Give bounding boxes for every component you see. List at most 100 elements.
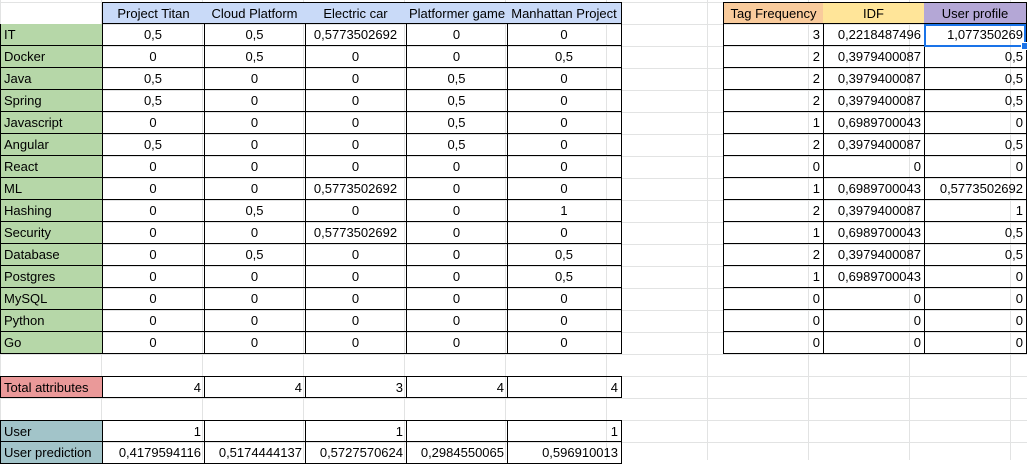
tag-frequency-cell[interactable]: 3 <box>723 24 824 46</box>
matrix-value-cell[interactable]: 0 <box>102 244 205 266</box>
fill-handle[interactable] <box>1021 42 1027 50</box>
user-value-cell[interactable]: 1 <box>507 420 622 442</box>
matrix-value-cell[interactable]: 0 <box>507 112 622 134</box>
matrix-value-cell[interactable]: 0,5 <box>406 134 508 156</box>
matrix-value-cell[interactable]: 0 <box>406 332 508 354</box>
matrix-value-cell[interactable]: 0 <box>102 112 205 134</box>
tag-label-cell[interactable]: Spring <box>0 90 103 112</box>
matrix-value-cell[interactable]: 0,5773502692 <box>305 222 407 244</box>
column-header-cell[interactable]: Project Titan <box>102 2 205 24</box>
user-profile-cell[interactable]: 0 <box>924 112 1027 134</box>
total-attributes-cell[interactable]: 3 <box>305 376 407 398</box>
matrix-value-cell[interactable]: 0 <box>305 90 407 112</box>
matrix-value-cell[interactable]: 0 <box>305 244 407 266</box>
tag-frequency-cell[interactable]: 2 <box>723 68 824 90</box>
matrix-value-cell[interactable]: 0,5 <box>204 24 306 46</box>
matrix-value-cell[interactable]: 0 <box>406 222 508 244</box>
tag-frequency-cell[interactable]: 1 <box>723 112 824 134</box>
total-attributes-cell[interactable]: 4 <box>507 376 622 398</box>
user-profile-cell[interactable]: 0 <box>924 332 1027 354</box>
matrix-value-cell[interactable]: 0 <box>204 288 306 310</box>
matrix-value-cell[interactable]: 0,5 <box>102 134 205 156</box>
idf-header[interactable]: IDF <box>823 2 925 24</box>
total-attributes-label[interactable]: Total attributes <box>0 376 103 398</box>
matrix-value-cell[interactable]: 0,5773502692 <box>305 24 407 46</box>
tag-frequency-cell[interactable]: 2 <box>723 134 824 156</box>
matrix-value-cell[interactable]: 0 <box>204 156 306 178</box>
matrix-value-cell[interactable]: 0,5773502692 <box>305 178 407 200</box>
tag-label-cell[interactable]: Docker <box>0 46 103 68</box>
user-profile-cell[interactable]: 0 <box>924 266 1027 288</box>
tag-label-cell[interactable]: Security <box>0 222 103 244</box>
matrix-value-cell[interactable]: 0 <box>102 178 205 200</box>
matrix-value-cell[interactable]: 0 <box>102 332 205 354</box>
user-profile-cell[interactable]: 0,5 <box>924 222 1027 244</box>
user-profile-cell[interactable]: 0,5 <box>924 68 1027 90</box>
tag-label-cell[interactable]: Go <box>0 332 103 354</box>
matrix-value-cell[interactable]: 0 <box>406 266 508 288</box>
tag-label-cell[interactable]: Angular <box>0 134 103 156</box>
user-value-cell[interactable] <box>406 420 508 442</box>
matrix-value-cell[interactable]: 0,5 <box>102 24 205 46</box>
matrix-value-cell[interactable]: 0 <box>406 156 508 178</box>
tag-frequency-cell[interactable]: 2 <box>723 200 824 222</box>
matrix-value-cell[interactable]: 0 <box>507 178 622 200</box>
tag-label-cell[interactable]: IT <box>0 24 103 46</box>
column-header-cell[interactable]: Platformer game <box>406 2 508 24</box>
matrix-value-cell[interactable]: 0 <box>305 266 407 288</box>
matrix-value-cell[interactable]: 0 <box>507 68 622 90</box>
matrix-value-cell[interactable]: 0 <box>406 310 508 332</box>
tag-frequency-cell[interactable]: 0 <box>723 310 824 332</box>
matrix-value-cell[interactable]: 0,5 <box>507 46 622 68</box>
matrix-value-cell[interactable]: 0 <box>406 178 508 200</box>
matrix-value-cell[interactable]: 0 <box>204 332 306 354</box>
idf-cell[interactable]: 0 <box>823 332 925 354</box>
matrix-value-cell[interactable]: 1 <box>507 200 622 222</box>
total-attributes-cell[interactable]: 4 <box>406 376 508 398</box>
user-prediction-cell[interactable]: 0,4179594116 <box>102 442 205 464</box>
matrix-value-cell[interactable]: 0 <box>102 266 205 288</box>
matrix-value-cell[interactable]: 0 <box>507 288 622 310</box>
matrix-value-cell[interactable]: 0 <box>406 46 508 68</box>
idf-cell[interactable]: 0 <box>823 288 925 310</box>
user-profile-cell[interactable]: 1 <box>924 200 1027 222</box>
tag-frequency-cell[interactable]: 1 <box>723 178 824 200</box>
idf-cell[interactable]: 0,3979400087 <box>823 90 925 112</box>
user-label[interactable]: User <box>0 420 103 442</box>
matrix-value-cell[interactable]: 0 <box>102 288 205 310</box>
matrix-value-cell[interactable]: 0,5 <box>204 200 306 222</box>
user-profile-cell[interactable]: 0 <box>924 156 1027 178</box>
matrix-value-cell[interactable]: 0,5 <box>204 46 306 68</box>
tag-frequency-cell[interactable]: 1 <box>723 222 824 244</box>
matrix-value-cell[interactable]: 0 <box>406 288 508 310</box>
user-value-cell[interactable] <box>204 420 306 442</box>
matrix-value-cell[interactable]: 0 <box>305 310 407 332</box>
tag-label-cell[interactable]: Javascript <box>0 112 103 134</box>
matrix-value-cell[interactable]: 0,5 <box>102 68 205 90</box>
idf-cell[interactable]: 0,6989700043 <box>823 178 925 200</box>
matrix-value-cell[interactable]: 0 <box>102 46 205 68</box>
tag-frequency-cell[interactable]: 2 <box>723 90 824 112</box>
idf-cell[interactable]: 0,2218487496 <box>823 24 925 46</box>
matrix-value-cell[interactable]: 0 <box>305 156 407 178</box>
matrix-value-cell[interactable]: 0 <box>102 310 205 332</box>
tag-label-cell[interactable]: MySQL <box>0 288 103 310</box>
matrix-value-cell[interactable]: 0,5 <box>406 112 508 134</box>
tag-frequency-cell[interactable]: 2 <box>723 46 824 68</box>
matrix-value-cell[interactable]: 0 <box>507 90 622 112</box>
matrix-value-cell[interactable]: 0 <box>204 310 306 332</box>
matrix-value-cell[interactable]: 0 <box>204 178 306 200</box>
user-profile-cell[interactable]: 0 <box>924 288 1027 310</box>
user-value-cell[interactable]: 1 <box>305 420 407 442</box>
user-prediction-cell[interactable]: 0,596910013 <box>507 442 622 464</box>
tag-label-cell[interactable]: Postgres <box>0 266 103 288</box>
idf-cell[interactable]: 0,3979400087 <box>823 68 925 90</box>
user-profile-cell[interactable]: 0,5 <box>924 134 1027 156</box>
matrix-value-cell[interactable]: 0 <box>305 112 407 134</box>
matrix-value-cell[interactable]: 0 <box>507 134 622 156</box>
tag-label-cell[interactable]: Python <box>0 310 103 332</box>
user-profile-header[interactable]: User profile <box>924 2 1027 24</box>
matrix-value-cell[interactable]: 0 <box>204 90 306 112</box>
matrix-value-cell[interactable]: 0,5 <box>507 244 622 266</box>
